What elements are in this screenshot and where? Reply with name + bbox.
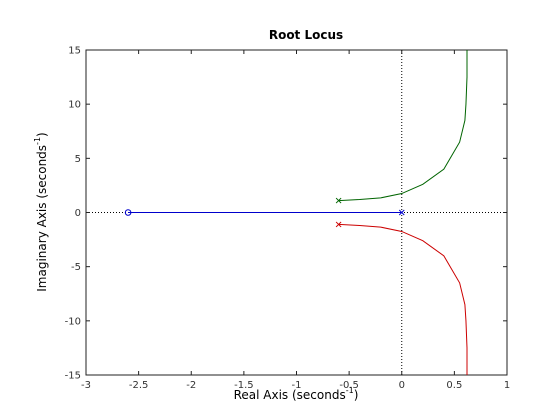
x-tick-label: -1.5 [234, 380, 254, 391]
y-tick-label: 15 [68, 46, 81, 57]
y-tick-label: -10 [65, 316, 81, 327]
x-tick-label: -1 [292, 380, 302, 391]
x-tick-label: -0.5 [339, 380, 359, 391]
pole-stroke [335, 197, 342, 204]
pole-marker [335, 197, 342, 204]
y-tick-label: -15 [65, 371, 81, 382]
pole-stroke [398, 209, 405, 216]
y-tick-label: 0 [75, 208, 81, 219]
pole-zero-markers [124, 197, 405, 228]
locus-branches [128, 50, 468, 375]
y-tick-label: 10 [68, 100, 81, 111]
x-tick-label: 1 [504, 380, 510, 391]
x-tick-label: -3 [81, 380, 91, 391]
y-tick-label: 5 [75, 154, 81, 165]
x-tick-label: 0.5 [446, 380, 462, 391]
y-tick-labels: -15 -10 -5 0 5 10 15 [65, 46, 81, 382]
pole-marker [335, 221, 342, 228]
x-tick-label: -2 [186, 380, 196, 391]
pole-marker [398, 209, 405, 216]
locus-branch-2 [338, 50, 468, 202]
y-axis-label: Imaginary Axis (seconds-1) [33, 132, 49, 291]
x-tick-label: 0 [399, 380, 405, 391]
axis-ticks [85, 49, 508, 376]
locus-branch-3 [338, 223, 468, 375]
zero-marker [124, 209, 132, 216]
chart-title: Root Locus [269, 28, 343, 42]
x-tick-label: -2.5 [129, 380, 149, 391]
x-tick-labels: -3 -2.5 -2 -1.5 -1 -0.5 0 0.5 1 [81, 380, 510, 391]
x-axis-label: Real Axis (seconds-1) [234, 386, 359, 402]
y-tick-label: -5 [71, 262, 81, 273]
pole-stroke [335, 221, 342, 228]
